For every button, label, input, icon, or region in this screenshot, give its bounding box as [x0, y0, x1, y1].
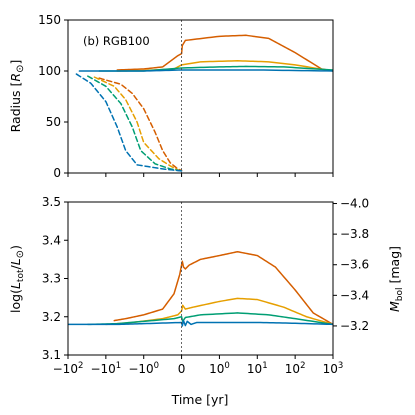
- series-blue: [68, 319, 333, 327]
- y-tick-label: 3.2: [42, 310, 61, 324]
- right-tick-label: −3.6: [340, 258, 369, 272]
- right-tick-label: −4.0: [340, 197, 369, 211]
- right-tick-label: −3.4: [340, 288, 369, 302]
- radius-axis-title: Radius [R⊙]: [8, 60, 26, 133]
- dashed-series-blue: [75, 73, 183, 172]
- y-tick-label: 100: [38, 64, 61, 78]
- x-tick-label: −100: [128, 361, 159, 376]
- panel-label: (b) RGB100: [83, 34, 150, 48]
- radius-panel: 0 50 100 150 (b) RGB100 Radius [R⊙]: [8, 13, 334, 180]
- x-tick-label: −102: [53, 361, 84, 376]
- mbol-axis-ticks: −3.2 −3.4 −3.6 −3.8 −4.0: [333, 197, 369, 333]
- right-tick-label: −3.2: [340, 319, 369, 333]
- luminosity-axis-title: log(Ltot/L⊙): [8, 245, 26, 313]
- radius-axis-ticks: 0 50 100 150: [38, 13, 334, 180]
- time-axis-title: Time [yr]: [171, 392, 229, 407]
- x-tick-label: 101: [247, 361, 268, 376]
- dashed-series-orange: [98, 77, 183, 172]
- radius-series-group: [75, 34, 333, 172]
- series-gold: [105, 297, 333, 326]
- y-tick-label: 3.5: [42, 195, 61, 209]
- dashed-series-gold: [93, 76, 183, 172]
- luminosity-axis-ticks: 3.1 3.2 3.3 3.4 3.5: [42, 195, 68, 362]
- y-tick-label: 3.3: [42, 272, 61, 286]
- y-tick-label: 150: [38, 13, 61, 27]
- y-tick-label: 3.1: [42, 348, 61, 362]
- radius-panel-frame: [67, 19, 334, 174]
- luminosity-series-group: [68, 250, 333, 327]
- y-tick-label: 50: [46, 115, 61, 129]
- x-tick-label: 102: [285, 361, 306, 376]
- series-orange: [113, 250, 333, 326]
- x-tick-label: 100: [209, 361, 230, 376]
- right-tick-label: −3.8: [340, 227, 369, 241]
- y-tick-label: 0: [53, 166, 61, 180]
- x-tick-label: 103: [323, 361, 344, 376]
- dashed-series-green: [87, 75, 183, 172]
- series-green: [87, 312, 333, 326]
- series-orange: [116, 34, 333, 72]
- luminosity-panel: 3.1 3.2 3.3 3.4 3.5 −3.2 −3.4 −3.6 −3.8 −4.0 −10…: [8, 195, 405, 407]
- mbol-axis-title: Mbol [mag]: [387, 246, 405, 312]
- y-tick-label: 3.4: [42, 233, 61, 247]
- time-axis-ticks: −102 −101 −100 0 100 101 102 103: [53, 355, 344, 376]
- x-tick-label: 0: [178, 362, 186, 376]
- luminosity-panel-frame: [67, 201, 334, 356]
- x-tick-label: −101: [90, 361, 121, 376]
